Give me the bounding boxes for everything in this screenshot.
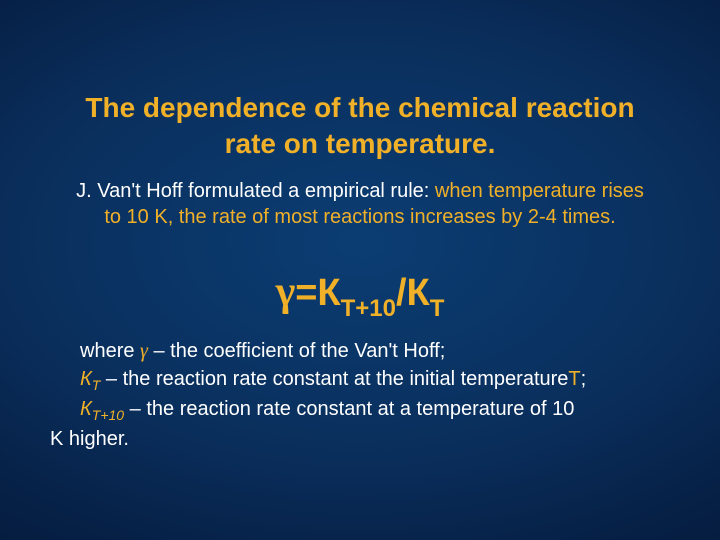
- def-kt-symbol: КТ: [80, 368, 100, 390]
- def-kt10-k: К: [80, 398, 92, 420]
- equation-sub2: Т: [430, 295, 445, 322]
- def-where: where: [80, 340, 140, 362]
- definitions: where γ – the coefficient of the Van't H…: [50, 338, 670, 454]
- intro-text: J. Van't Hoff formulated a empirical rul…: [70, 178, 650, 230]
- def-gamma-text: – the coefficient of the Van't Hoff;: [148, 340, 445, 362]
- equation-equals-k: =К: [295, 272, 340, 314]
- equation-gamma: γ: [276, 269, 296, 315]
- def-kt10-sub: Т+10: [92, 407, 124, 423]
- def-kt-line: КТ – the reaction rate constant at the i…: [50, 366, 670, 394]
- equation-slash-k: /К: [396, 272, 430, 314]
- def-kt10-symbol: КТ+10: [80, 398, 124, 420]
- slide-title: The dependence of the chemical reaction …: [70, 90, 650, 162]
- def-kt10-line: КТ+10 – the reaction rate constant at a …: [50, 396, 670, 424]
- def-kt-text: – the reaction rate constant at the init…: [100, 368, 568, 390]
- def-kt10-text-b: K higher.: [50, 428, 129, 450]
- slide: The dependence of the chemical reaction …: [0, 0, 720, 540]
- def-kt-T: Т: [568, 368, 580, 390]
- def-kt10-line2: K higher.: [50, 426, 670, 452]
- def-kt10-text-a: – the reaction rate constant at a temper…: [124, 398, 574, 420]
- def-gamma-symbol: γ: [140, 340, 148, 362]
- equation: γ=КТ+10/КТ: [0, 268, 720, 321]
- def-kt-k: К: [80, 368, 92, 390]
- def-gamma-line: where γ – the coefficient of the Van't H…: [50, 338, 670, 364]
- intro-prefix: J. Van't Hoff formulated a empirical rul…: [76, 180, 435, 202]
- equation-sub1: Т+10: [341, 295, 396, 322]
- def-kt-end: ;: [581, 368, 587, 390]
